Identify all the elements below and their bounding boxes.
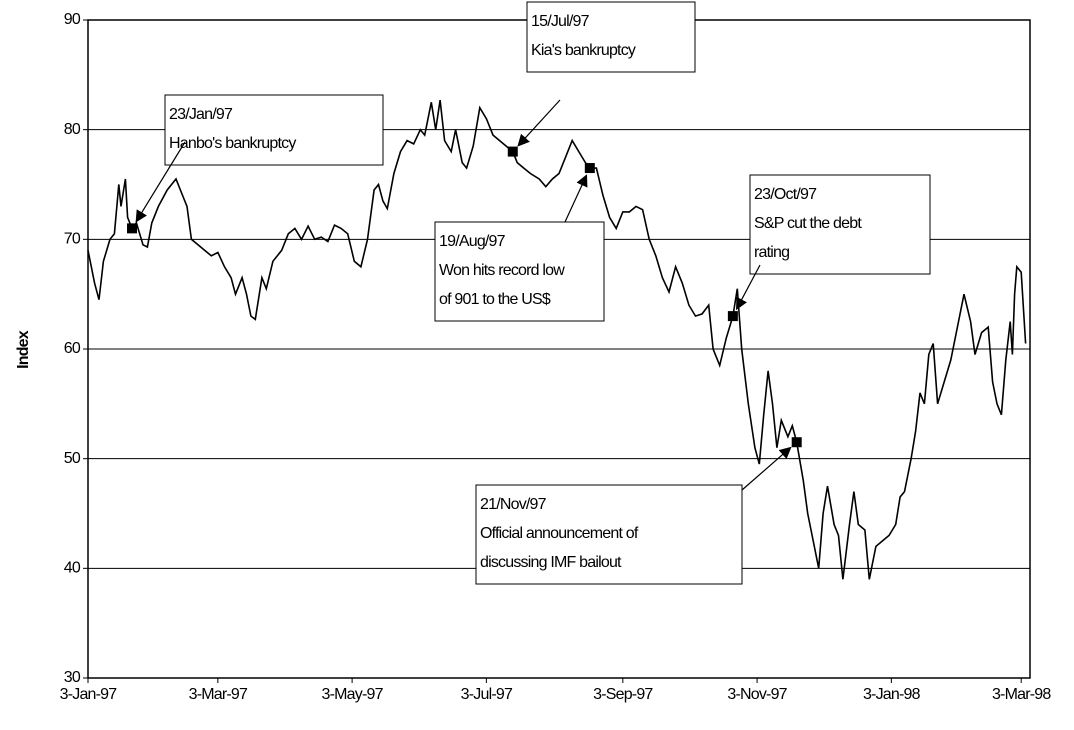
y-tick-label: 40 [64, 560, 81, 577]
event-marker [791, 437, 802, 448]
annotation-text: S&P cut the debt [754, 215, 862, 232]
annotation-box [526, 1, 696, 73]
annotation-text: of 901 to the US$ [439, 291, 551, 308]
annotation-text: Kia's bankruptcy [531, 42, 636, 59]
event-marker [727, 311, 738, 322]
annotation-text: Hanbo's bankruptcy [169, 135, 296, 152]
y-tick-label: 90 [64, 11, 81, 28]
y-tick-label: 60 [64, 340, 81, 357]
annotation-box [434, 221, 605, 322]
x-tick-label: 3-Nov-97 [727, 686, 787, 703]
x-tick-label: 3-May-97 [322, 686, 384, 703]
y-tick-label: 30 [64, 669, 81, 686]
event-marker [584, 163, 595, 174]
annotation-arrow [741, 446, 792, 491]
annotation-arrow [564, 174, 588, 223]
annotation-box [164, 94, 384, 166]
annotation-text: Won hits record low [439, 262, 565, 279]
annotation-arrow [517, 99, 561, 147]
x-tick-label: 3-Jan-98 [863, 686, 921, 703]
annotation-box [749, 174, 931, 275]
event-marker [507, 146, 518, 157]
annotation-text: 19/Aug/97 [439, 233, 506, 250]
x-tick-label: 3-Mar-98 [992, 686, 1051, 703]
annotation-text: rating [754, 244, 789, 261]
y-tick-label: 80 [64, 121, 81, 138]
x-tick-label: 3-Jan-97 [60, 686, 118, 703]
event-marker [127, 223, 138, 234]
annotation-text: 23/Jan/97 [169, 106, 233, 123]
x-tick-label: 3-Mar-97 [189, 686, 248, 703]
y-tick-label: 70 [64, 231, 81, 248]
annotation-text: 21/Nov/97 [480, 496, 547, 513]
annotation-text: 15/Jul/97 [531, 13, 590, 30]
x-tick-label: 3-Sep-97 [593, 686, 653, 703]
annotation-box [475, 484, 743, 585]
x-tick-label: 3-Jul-97 [461, 686, 513, 703]
annotation-text: Official announcement of [480, 525, 639, 542]
y-tick-label: 50 [64, 450, 81, 467]
y-axis-label: Index [15, 330, 32, 369]
annotation-arrow [736, 264, 761, 311]
annotation-text: discussing IMF bailout [480, 554, 622, 571]
annotation-text: 23/Oct/97 [754, 186, 817, 203]
index-line [87, 99, 1027, 580]
annotation-arrow [135, 141, 186, 223]
